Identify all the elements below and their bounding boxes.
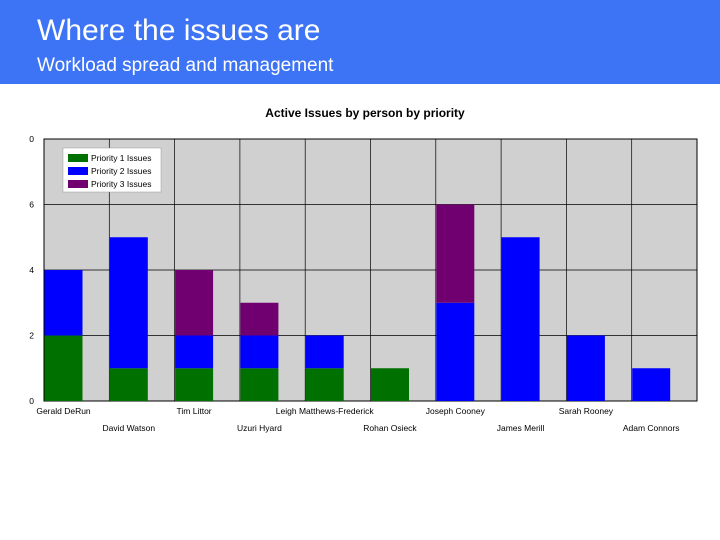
x-category-label: Uzuri Hyard [237, 423, 282, 433]
bar-priority-2 [436, 302, 475, 401]
y-tick-label: 4 [29, 265, 34, 275]
x-category-label: Joseph Cooney [426, 406, 486, 416]
bar-priority-2 [501, 237, 540, 401]
legend-swatch [68, 180, 88, 188]
bar-priority-2 [109, 237, 148, 369]
x-category-label: James Merill [497, 423, 545, 433]
bar-priority-3 [240, 302, 279, 336]
y-tick-label: 0 [29, 134, 34, 144]
y-tick-label: 0 [29, 396, 34, 406]
bar-priority-2 [175, 335, 214, 369]
bar-priority-2 [240, 335, 279, 369]
bar-priority-1 [371, 368, 409, 401]
x-category-label: Adam Connors [623, 423, 680, 433]
x-category-label: Gerald DeRun [36, 406, 91, 416]
slide-title: Where the issues are [37, 14, 321, 47]
bar-priority-3 [175, 270, 214, 336]
x-category-label: David Watson [103, 423, 156, 433]
bar-priority-3 [436, 204, 475, 303]
bar-priority-2 [566, 335, 605, 401]
slide-subtitle: Workload spread and management [37, 55, 334, 76]
legend-swatch [68, 154, 88, 162]
y-tick-label: 2 [29, 331, 34, 341]
y-tick-label: 6 [29, 200, 34, 210]
legend-swatch [68, 167, 88, 175]
x-category-label: Tim Littor [177, 406, 212, 416]
x-category-label: Leigh Matthews-Frederick [276, 406, 375, 416]
bar-priority-1 [305, 368, 344, 401]
x-category-label: Sarah Rooney [559, 406, 614, 416]
bar-priority-2 [305, 335, 344, 369]
bar-priority-1 [175, 368, 214, 401]
x-category-label: Rohan Osieck [363, 423, 417, 433]
bar-priority-1 [109, 368, 148, 401]
bar-priority-2 [632, 368, 671, 401]
legend-label: Priority 1 Issues [91, 153, 151, 163]
bar-priority-1 [44, 335, 83, 401]
slide-header: Where the issues are Workload spread and… [0, 0, 720, 84]
issues-bar-chart: Active Issues by person by priority 0 2 4 6… [29, 106, 698, 433]
chart-title: Active Issues by person by priority [265, 106, 465, 120]
bar-priority-2 [44, 270, 83, 336]
bar-priority-1 [240, 368, 279, 401]
legend-label: Priority 2 Issues [91, 166, 151, 176]
legend-label: Priority 3 Issues [91, 179, 151, 189]
